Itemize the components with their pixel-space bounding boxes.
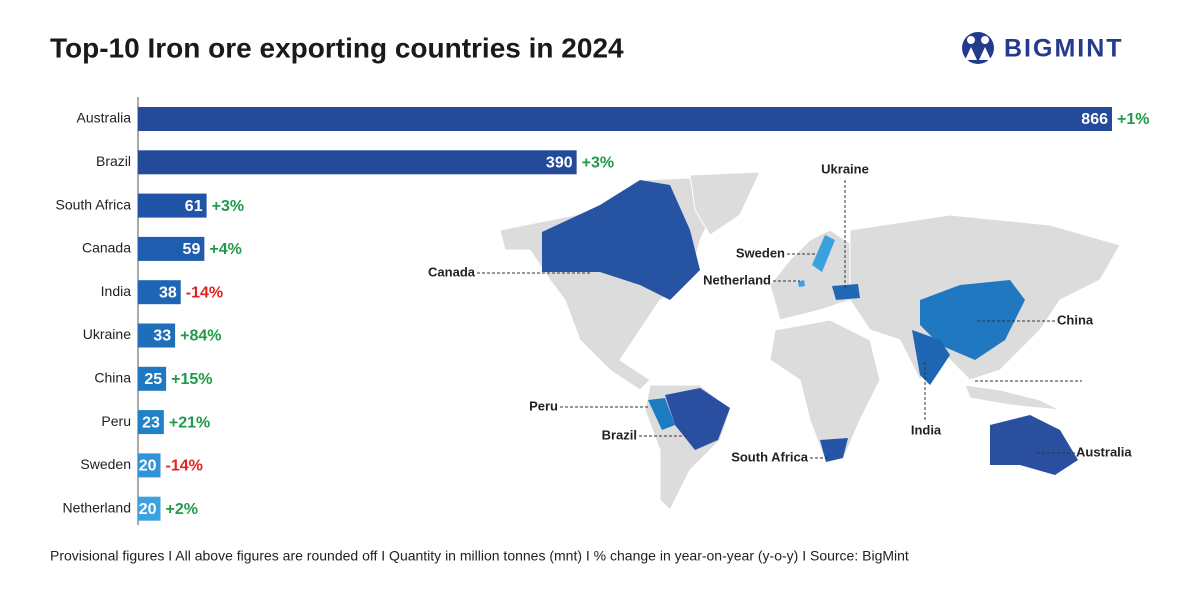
- y-tick-label: India: [101, 283, 132, 299]
- bar: [138, 453, 161, 478]
- change-label: +1%: [1117, 111, 1149, 128]
- logo: BIGMINT: [962, 32, 1124, 64]
- change-label: +21%: [169, 414, 210, 431]
- value-label: 20: [139, 501, 157, 518]
- value-label: 33: [153, 328, 171, 345]
- brand: BIGMINT: [1004, 35, 1124, 63]
- map-label: Peru: [529, 398, 558, 413]
- value-label: 390: [546, 155, 573, 172]
- map-label: Canada: [428, 264, 476, 279]
- map-label: Brazil: [602, 427, 637, 442]
- value-label: 38: [159, 284, 177, 301]
- change-label: +3%: [212, 198, 244, 215]
- bar: [138, 236, 205, 261]
- y-tick-label: Netherland: [63, 499, 132, 515]
- y-tick-label: China: [94, 370, 131, 386]
- y-tick-label: Australia: [77, 110, 132, 126]
- y-tick-label: Sweden: [80, 456, 131, 472]
- change-label: +3%: [582, 155, 614, 172]
- change-label: -14%: [186, 284, 223, 301]
- bar: [138, 323, 176, 348]
- change-label: +4%: [209, 241, 241, 258]
- map-label: Sweden: [736, 245, 785, 260]
- value-label: 25: [144, 371, 162, 388]
- bar: [138, 496, 161, 521]
- change-label: -14%: [165, 458, 202, 475]
- map-label: South Africa: [731, 449, 809, 464]
- value-label: 23: [142, 414, 160, 431]
- change-label: +84%: [180, 328, 221, 345]
- bar: [138, 193, 207, 218]
- y-tick-label: South Africa: [56, 196, 132, 212]
- footnote: Provisional figures I All above figures …: [50, 548, 909, 564]
- y-tick-label: Canada: [82, 240, 131, 256]
- bar: [138, 366, 167, 391]
- y-tick-label: Ukraine: [83, 326, 131, 342]
- change-label: +2%: [165, 501, 197, 518]
- bar: [138, 280, 181, 305]
- bar: [138, 150, 577, 175]
- value-label: 61: [185, 198, 203, 215]
- value-label: 20: [139, 458, 157, 475]
- chart-title: Top-10 Iron ore exporting countries in 2…: [50, 32, 624, 63]
- map: Ukraine Sweden Netherland Canada China I…: [428, 161, 1132, 511]
- map-label: Australia: [1076, 444, 1132, 459]
- change-label: +15%: [171, 371, 212, 388]
- map-label: Netherland: [703, 272, 771, 287]
- value-label: 59: [183, 241, 201, 258]
- map-label: China: [1057, 312, 1094, 327]
- y-tick-label: Brazil: [96, 153, 131, 169]
- bar: [138, 107, 1112, 131]
- value-label: 866: [1081, 111, 1108, 128]
- map-label: Ukraine: [821, 161, 869, 176]
- y-tick-label: Peru: [101, 413, 131, 429]
- bar: [138, 410, 164, 435]
- map-label: India: [911, 422, 942, 437]
